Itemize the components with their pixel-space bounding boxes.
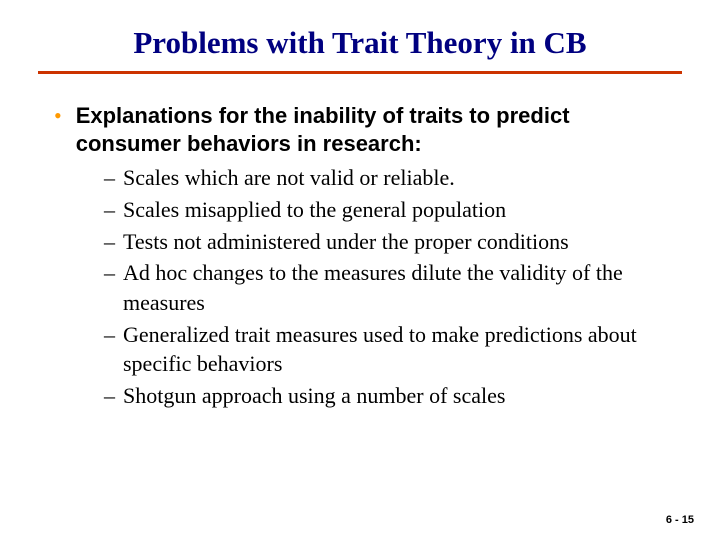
- dash-icon: –: [104, 320, 115, 350]
- sub-item-text: Ad hoc changes to the measures dilute th…: [123, 258, 676, 317]
- slide-container: Problems with Trait Theory in CB • Expla…: [0, 0, 720, 540]
- sub-item: – Ad hoc changes to the measures dilute …: [104, 258, 676, 317]
- sub-item: – Shotgun approach using a number of sca…: [104, 381, 676, 411]
- sub-item-text: Scales which are not valid or reliable.: [123, 163, 455, 193]
- dash-icon: –: [104, 227, 115, 257]
- sub-item-text: Scales misapplied to the general populat…: [123, 195, 506, 225]
- page-title: Problems with Trait Theory in CB: [44, 24, 676, 61]
- page-number: 6 - 15: [666, 514, 694, 526]
- dash-icon: –: [104, 258, 115, 288]
- sub-list: – Scales which are not valid or reliable…: [104, 163, 676, 411]
- dash-icon: –: [104, 381, 115, 411]
- sub-item: – Generalized trait measures used to mak…: [104, 320, 676, 379]
- bullet-icon: •: [54, 102, 62, 130]
- sub-item-text: Shotgun approach using a number of scale…: [123, 381, 505, 411]
- content-area: • Explanations for the inability of trai…: [44, 102, 676, 411]
- sub-item: – Scales which are not valid or reliable…: [104, 163, 676, 193]
- main-bullet-text: Explanations for the inability of traits…: [76, 102, 676, 157]
- dash-icon: –: [104, 163, 115, 193]
- main-bullet: • Explanations for the inability of trai…: [54, 102, 676, 157]
- sub-item-text: Generalized trait measures used to make …: [123, 320, 676, 379]
- title-underline: [38, 71, 682, 74]
- sub-item: – Scales misapplied to the general popul…: [104, 195, 676, 225]
- sub-item: – Tests not administered under the prope…: [104, 227, 676, 257]
- dash-icon: –: [104, 195, 115, 225]
- sub-item-text: Tests not administered under the proper …: [123, 227, 569, 257]
